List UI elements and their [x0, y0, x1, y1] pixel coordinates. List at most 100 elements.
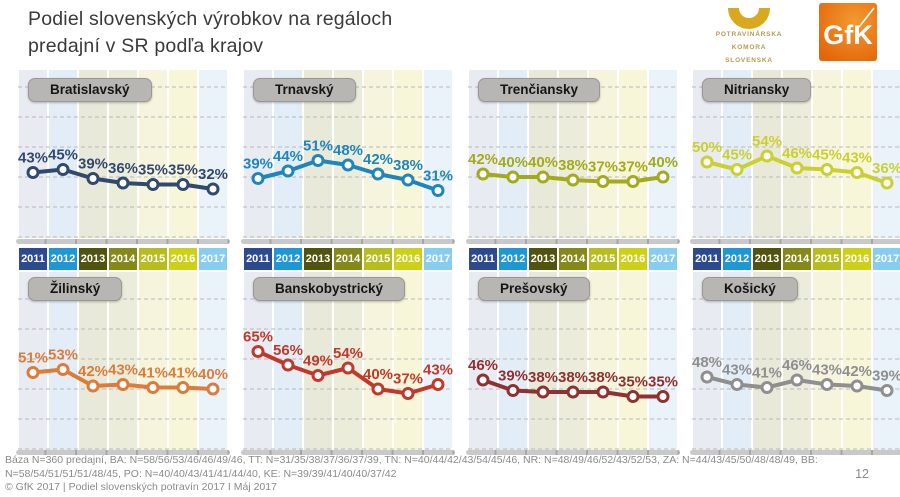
data-point-marker: [536, 385, 550, 399]
year-column-stripe: [649, 272, 677, 450]
data-point-marker: [596, 385, 610, 399]
data-point-marker: [251, 172, 265, 185]
data-point-label: 43%: [842, 150, 872, 167]
data-point-marker: [730, 378, 744, 391]
data-point-label: 37%: [588, 159, 618, 176]
data-point-marker: [176, 381, 190, 394]
region-label-trnavsky: Trnavský: [253, 78, 356, 102]
data-point-marker: [700, 370, 714, 384]
data-point-label: 49%: [303, 353, 333, 370]
year-badge-2014: 2014: [783, 248, 811, 270]
year-column-stripe: [109, 272, 137, 450]
year-badge-2012: 2012: [723, 248, 751, 270]
year-badge-2017: 2017: [199, 248, 227, 270]
data-point-label: 40%: [528, 154, 558, 171]
data-point-label: 40%: [363, 366, 393, 383]
year-badge-2013: 2013: [753, 248, 781, 270]
year-badge-2016: 2016: [169, 248, 197, 270]
data-point-marker: [311, 369, 325, 382]
data-point-label: 41%: [752, 365, 782, 382]
data-point-label: 39%: [498, 368, 528, 385]
data-point-marker: [730, 163, 744, 176]
pks-arc-icon: [728, 7, 770, 29]
data-point-marker: [850, 379, 864, 393]
year-badge-2011: 2011: [693, 248, 721, 270]
year-column-stripe: [199, 272, 227, 450]
year-axis: 2011 2012 2013 2014 2015 2016 2017: [693, 248, 900, 270]
year-badge-2017: 2017: [424, 248, 452, 270]
data-point-marker: [56, 363, 70, 376]
year-badge-2015: 2015: [589, 248, 617, 270]
data-point-label: 50%: [692, 139, 722, 156]
footer-note: Báza N=360 predajní, BA: N=58/56/53/46/4…: [5, 454, 818, 495]
data-point-label: 51%: [18, 350, 48, 367]
year-column-stripe: [753, 272, 781, 450]
data-point-marker: [790, 373, 804, 387]
year-axis: 2011 2012 2013 2014 2015 2016 2017: [244, 248, 452, 270]
year-column-stripe: [79, 272, 107, 450]
year-column-stripe: [783, 272, 811, 450]
region-label-nitriansky: Nitriansky: [702, 78, 812, 102]
line-chart-zilinsky: 51% 53%42% 43% 41% 41% 40%: [18, 272, 228, 450]
data-point-label: 35%: [138, 162, 168, 179]
page-title-line1: Podiel slovenských výrobkov na regáloch: [28, 8, 393, 30]
data-point-marker: [656, 170, 670, 184]
gfk-slash-icon: [858, 7, 875, 28]
x-axis-bar: [16, 450, 230, 455]
data-point-marker: [656, 390, 670, 403]
data-point-marker: [536, 170, 550, 184]
page-number: 12: [855, 467, 869, 481]
data-point-marker: [206, 182, 220, 196]
data-point-label: 51%: [303, 138, 333, 155]
data-point-marker: [146, 381, 160, 394]
region-label-presovsky: Prešovský: [478, 277, 590, 301]
data-point-marker: [626, 175, 640, 188]
data-point-label: 45%: [812, 147, 842, 164]
data-point-label: 48%: [333, 142, 363, 159]
year-column-stripe: [334, 272, 362, 450]
data-point-marker: [566, 385, 580, 399]
year-column-stripe: [424, 272, 452, 450]
line-chart-banskobystricky: 65%56%49% 54%40% 37%43%: [243, 272, 453, 450]
year-badge-2012: 2012: [49, 248, 77, 270]
year-column-stripe: [843, 70, 871, 238]
line-chart-kosicky: 48% 43% 41% 46% 43% 42% 39%: [692, 272, 900, 450]
year-column-stripe: [394, 272, 422, 450]
year-column-stripe: [529, 272, 557, 450]
data-point-marker: [820, 378, 834, 391]
year-axis: 2011 2012 2013 2014 2015 2016 2017: [19, 248, 227, 270]
x-axis-bar: [241, 239, 455, 244]
year-column-stripe: [304, 272, 332, 450]
data-point-marker: [401, 387, 415, 400]
year-column-stripe: [619, 70, 647, 238]
data-point-marker: [790, 161, 804, 175]
data-point-label: 43%: [812, 362, 842, 379]
x-axis-bar: [690, 450, 900, 455]
data-point-label: 43%: [423, 362, 453, 379]
year-column-stripe: [873, 272, 900, 450]
data-point-marker: [431, 378, 445, 391]
data-point-label: 39%: [78, 156, 108, 173]
year-badge-2014: 2014: [109, 248, 137, 270]
data-point-marker: [311, 154, 325, 167]
data-point-label: 38%: [558, 157, 588, 174]
data-point-marker: [566, 173, 580, 187]
data-point-label: 38%: [528, 369, 558, 386]
year-column-stripe: [139, 272, 167, 450]
data-point-label: 48%: [692, 354, 722, 371]
data-point-label: 38%: [393, 157, 423, 174]
year-badge-2012: 2012: [274, 248, 302, 270]
data-point-label: 54%: [333, 345, 363, 362]
data-point-label: 42%: [363, 151, 393, 168]
year-column-stripe: [649, 70, 677, 238]
line-chart-presovsky: 46%39% 38% 38% 38% 35% 35%: [468, 272, 678, 450]
data-point-label: 46%: [468, 357, 498, 374]
x-axis-bar: [466, 450, 680, 455]
gfk-logo-graphic: GfK: [819, 3, 877, 61]
year-badge-2011: 2011: [244, 248, 272, 270]
year-badge-2012: 2012: [499, 248, 527, 270]
data-point-marker: [476, 373, 490, 387]
data-point-label: 40%: [648, 154, 678, 171]
year-badge-2015: 2015: [139, 248, 167, 270]
data-point-marker: [476, 167, 490, 181]
